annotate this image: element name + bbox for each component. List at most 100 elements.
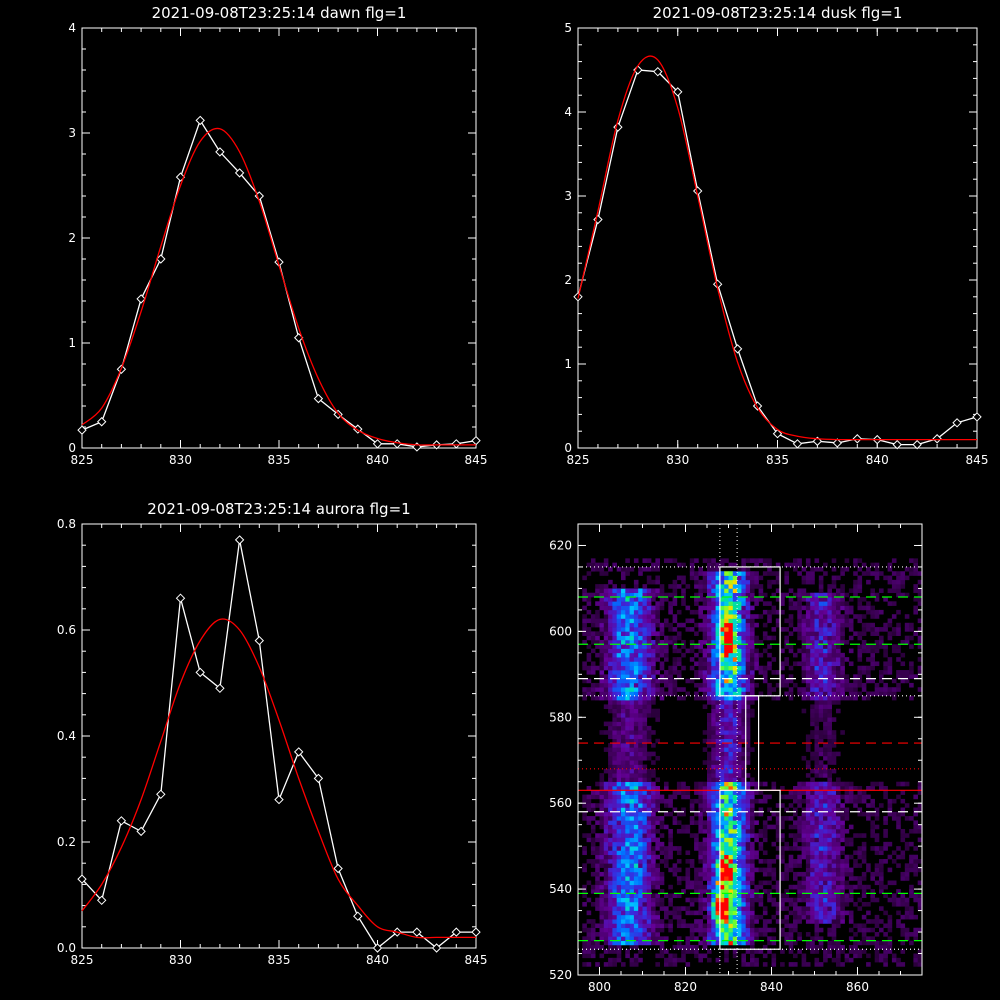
heatmap-cell (616, 670, 622, 675)
heatmap-cell (823, 618, 828, 624)
heatmap-cell (689, 820, 695, 825)
heatmap-cell (719, 798, 725, 804)
heatmap-cell (883, 910, 888, 916)
heatmap-cell (732, 644, 738, 649)
heatmap-cell (651, 833, 656, 838)
heatmap-cell (616, 712, 622, 718)
heatmap-cell (715, 627, 721, 632)
heatmap-cell (603, 884, 609, 890)
heatmap-cell (608, 936, 613, 941)
heatmap-cell (745, 923, 751, 929)
heatmap-cell (621, 721, 626, 727)
heatmap-cell (698, 674, 703, 679)
heatmap-cell (827, 605, 832, 611)
heatmap-cell (672, 953, 678, 959)
heatmap-cell (707, 566, 712, 572)
heatmap-cell (608, 682, 613, 688)
heatmap-cell (633, 871, 639, 877)
heatmap-cell (853, 588, 858, 594)
heatmap-cell (818, 773, 824, 778)
heatmap-cell (818, 614, 824, 619)
heatmap-cell (595, 923, 600, 929)
heatmap-cell (887, 936, 893, 941)
heatmap-cell (874, 566, 880, 572)
heatmap-cell (711, 828, 716, 834)
heatmap-cell (741, 627, 746, 632)
heatmap-cell (698, 889, 703, 894)
heatmap-cell (784, 579, 789, 585)
heatmap-cell (590, 618, 596, 624)
heatmap-cell (823, 803, 828, 808)
heatmap-cell (616, 682, 622, 688)
heatmap-cell (814, 730, 820, 735)
heatmap-cell (621, 833, 626, 838)
heatmap-cell (702, 704, 708, 709)
heatmap-cell (633, 751, 639, 757)
heatmap-cell (659, 833, 665, 838)
heatmap-cell (732, 670, 738, 675)
heatmap-cell (814, 657, 820, 662)
heatmap-cell (801, 824, 807, 830)
heatmap-cell (741, 798, 746, 804)
heatmap-cell (904, 639, 910, 645)
heatmap-cell (801, 962, 807, 967)
heatmap-cell (603, 923, 609, 929)
heatmap-cell (870, 657, 875, 662)
heatmap-cell (874, 940, 880, 946)
heatmap-cell (857, 652, 863, 658)
heatmap-cell (651, 837, 656, 843)
heatmap-cell (629, 927, 635, 933)
heatmap-cell (655, 777, 660, 783)
heatmap-cell (762, 622, 768, 628)
heatmap-cell (870, 571, 875, 576)
heatmap-cell (629, 777, 635, 783)
heatmap-cell (711, 923, 716, 929)
heatmap-cell (823, 798, 828, 804)
heatmap-cell (814, 837, 820, 843)
heatmap-cell (655, 717, 660, 722)
heatmap-cell (913, 824, 918, 830)
heatmap-cell (629, 910, 635, 916)
heatmap-cell (861, 648, 867, 654)
heatmap-cell (836, 863, 841, 868)
heatmap-cell (694, 949, 699, 954)
heatmap-cell (621, 644, 626, 649)
heatmap-cell (612, 876, 617, 881)
heatmap-cell (879, 674, 884, 679)
heatmap-cell (758, 927, 764, 933)
heatmap-cell (836, 914, 841, 920)
heatmap-cell (737, 906, 742, 911)
heatmap-cell (737, 730, 742, 735)
heatmap-cell (599, 914, 605, 920)
heatmap-cell (651, 579, 656, 585)
heatmap-cell (805, 786, 811, 791)
heatmap-cell (689, 609, 695, 615)
heatmap-cell (612, 760, 617, 765)
heatmap-cell (689, 575, 695, 581)
heatmap-cell (715, 687, 721, 692)
heatmap-cell (719, 901, 725, 907)
heatmap-cell (754, 597, 759, 602)
heatmap-cell (638, 725, 643, 731)
heatmap-cell (831, 687, 837, 692)
heatmap-cell (621, 755, 626, 761)
heatmap-cell (646, 897, 652, 903)
heatmap-cell (732, 940, 738, 946)
heatmap-cell (702, 927, 708, 933)
heatmap-cell (801, 889, 807, 894)
heatmap-cell (805, 884, 811, 890)
heatmap-cell (715, 837, 721, 843)
heatmap-cell (719, 871, 725, 877)
heatmap-cell (715, 725, 721, 731)
heatmap-cell (737, 627, 742, 632)
heatmap-cell (707, 936, 712, 941)
x-tick-label: 800 (588, 980, 611, 994)
heatmap-cell (612, 755, 617, 761)
heatmap-cell (848, 635, 854, 641)
heatmap-cell (702, 639, 708, 645)
heatmap-cell (582, 833, 587, 838)
data-point-marker (912, 439, 922, 450)
heatmap-cell (853, 923, 858, 929)
heatmap-cell (887, 940, 893, 946)
heatmap-cell (797, 889, 802, 894)
